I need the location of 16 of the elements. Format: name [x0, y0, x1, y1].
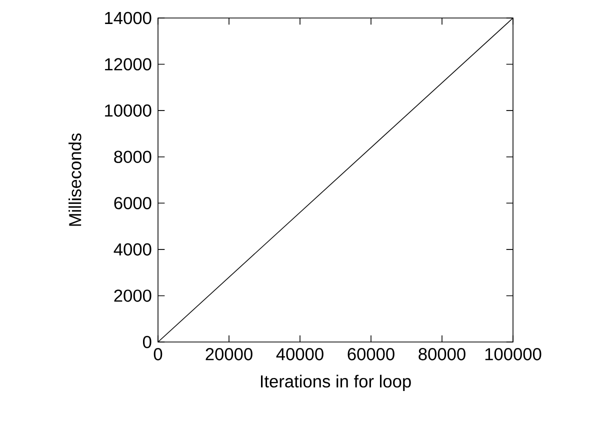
y-tick-label: 12000: [105, 58, 152, 70]
y-tick-label: 0: [142, 336, 152, 348]
y-tick-label: 10000: [105, 104, 152, 117]
y-tick-label: 6000: [114, 197, 152, 210]
y-tick-label: 2000: [114, 290, 152, 302]
x-tick-label: 80000: [418, 348, 466, 360]
x-tick-label: 0: [154, 348, 162, 360]
x-tick-label: 40000: [276, 348, 324, 360]
x-axis-title: Iterations in for loop: [260, 374, 411, 391]
y-axis-title: Milliseconds: [68, 133, 82, 226]
x-tick-label: 60000: [348, 348, 394, 360]
y-tick-label: 8000: [114, 150, 152, 163]
x-tick-label: 100000: [485, 348, 542, 360]
x-tick-label: 20000: [206, 348, 252, 360]
y-tick-label: 4000: [114, 243, 152, 256]
y-tick-label: 14000: [105, 12, 152, 24]
